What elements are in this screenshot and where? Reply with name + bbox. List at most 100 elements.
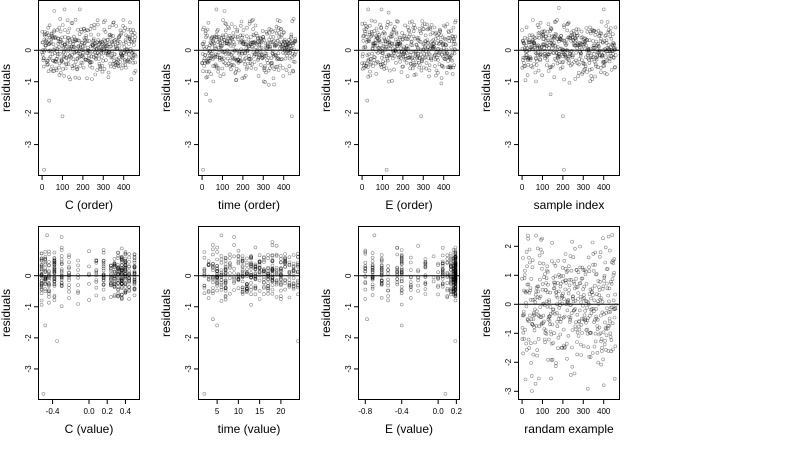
data-point (264, 70, 268, 75)
data-point (120, 279, 124, 283)
data-point (520, 38, 525, 43)
data-point (563, 41, 567, 46)
data-point (211, 39, 215, 44)
data-point (215, 29, 219, 34)
data-point (279, 266, 283, 270)
data-point (440, 263, 445, 268)
data-point (53, 51, 57, 56)
data-point (228, 266, 232, 270)
data-point (429, 44, 433, 48)
data-point (293, 36, 298, 41)
data-point (209, 72, 213, 76)
data-point (43, 323, 48, 328)
data-point (377, 46, 381, 50)
data-point (59, 276, 64, 280)
data-point (92, 55, 96, 60)
data-point (112, 270, 117, 275)
data-point (98, 67, 102, 71)
data-point (287, 283, 292, 288)
data-point (61, 67, 65, 71)
data-point (567, 314, 572, 319)
data-point (399, 288, 404, 292)
data-point (416, 244, 420, 248)
data-point (223, 278, 228, 283)
data-point (423, 262, 428, 266)
data-point (211, 317, 215, 322)
data-point (374, 36, 379, 40)
data-point (207, 59, 212, 63)
data-point (451, 266, 456, 270)
data-point (254, 31, 258, 36)
data-point (528, 313, 532, 318)
data-point (552, 41, 556, 45)
data-point (116, 285, 120, 289)
data-point (453, 18, 458, 23)
data-point (544, 44, 549, 48)
data-point (383, 39, 388, 44)
data-point (67, 270, 71, 275)
data-point (557, 305, 562, 310)
data-point (604, 333, 609, 338)
data-point (379, 278, 384, 283)
data-point (524, 46, 529, 50)
data-point (279, 282, 283, 286)
data-point (449, 278, 453, 283)
data-point (423, 281, 428, 286)
data-point (73, 75, 78, 80)
data-point (613, 25, 618, 30)
data-point (211, 64, 215, 68)
data-point (123, 265, 128, 270)
data-point (390, 34, 395, 38)
data-point (408, 285, 413, 290)
data-point (408, 296, 413, 300)
data-point (593, 74, 597, 79)
data-point (543, 56, 547, 60)
data-point (611, 32, 615, 37)
data-point (268, 62, 273, 66)
data-point (242, 39, 247, 44)
data-point (206, 276, 211, 281)
data-point (274, 282, 279, 287)
data-point (441, 54, 445, 59)
data-point (42, 56, 46, 61)
data-point (94, 47, 99, 52)
data-point (245, 267, 249, 272)
data-point (388, 34, 393, 39)
data-point (409, 40, 414, 44)
data-point (76, 44, 80, 49)
data-point (599, 19, 604, 24)
data-point (399, 257, 404, 261)
data-point (551, 341, 555, 345)
data-point (379, 295, 384, 300)
data-point (447, 39, 452, 44)
data-point (524, 25, 529, 30)
data-point (412, 62, 417, 67)
data-point (423, 282, 428, 286)
data-point (373, 61, 378, 66)
data-point (555, 319, 560, 324)
data-point (281, 30, 286, 35)
data-point (549, 64, 554, 69)
data-point (368, 62, 373, 67)
data-point (257, 43, 262, 48)
data-point (249, 264, 253, 269)
data-point (240, 38, 244, 43)
data-point (118, 60, 122, 64)
data-point (528, 288, 533, 293)
data-point (453, 267, 458, 272)
data-point (544, 38, 549, 43)
data-point (386, 288, 390, 293)
x-tick-label: 300 (257, 183, 271, 192)
data-point (453, 271, 458, 276)
data-point (253, 277, 258, 281)
data-point (562, 52, 567, 57)
data-point (599, 70, 603, 75)
data-point (283, 261, 287, 265)
data-point (449, 256, 453, 261)
data-point (578, 265, 583, 270)
data-point (522, 288, 526, 293)
data-point (440, 270, 445, 275)
data-point (565, 22, 570, 26)
data-point (59, 260, 64, 265)
data-point (239, 51, 244, 56)
